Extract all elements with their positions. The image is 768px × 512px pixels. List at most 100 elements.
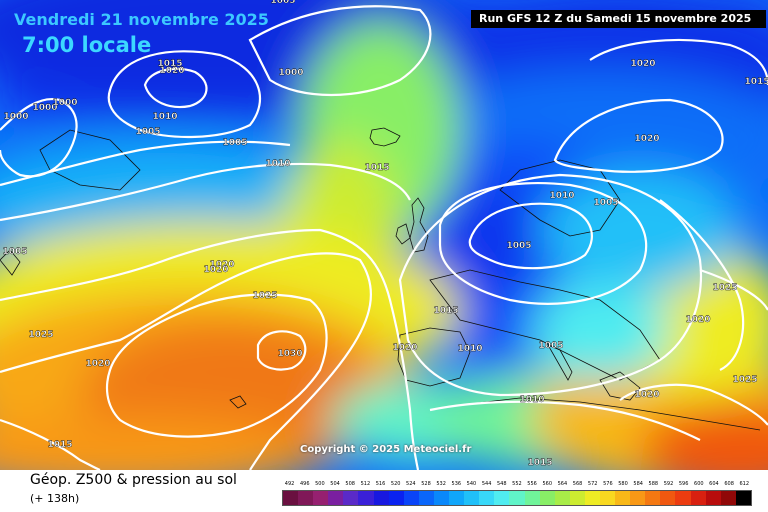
legend-swatch (720, 491, 736, 505)
legend-value: 504 (330, 481, 340, 487)
legend-swatch (358, 491, 374, 505)
legend-value: 520 (390, 481, 401, 487)
legend-swatch (645, 491, 661, 505)
forecast-local-time: 7:00 locale (22, 33, 152, 57)
isobar-pressure-label: 1005 (2, 247, 27, 257)
isobar-1020-east (659, 199, 745, 371)
legend-value: 532 (436, 481, 446, 487)
color-scale-legend: 492 496 500 504 508 512 516 520 524 528 532 536 540 5… (282, 478, 752, 510)
map-title: Géop. Z500 & pression au sol (30, 472, 237, 488)
isobar-pressure-label: 1020 (85, 359, 110, 369)
isobar-pressure-label: 1010 (519, 395, 544, 405)
legend-value: 544 (481, 481, 492, 487)
legend-swatch (464, 491, 480, 505)
legend-swatch (494, 491, 510, 505)
legend-value: 500 (315, 481, 325, 487)
isobar-1000-north (248, 5, 432, 97)
legend-swatch (675, 491, 691, 505)
isobar-pressure-label: 1020 (634, 134, 659, 144)
isobar-pressure-label: 1015 (364, 163, 389, 173)
isobar-1020-south (619, 383, 768, 426)
legend-value: 536 (451, 481, 462, 487)
legend-value: 572 (587, 481, 598, 487)
isobar-pressure-label: 1005 (270, 0, 295, 6)
isobar-1010-atl (0, 162, 411, 222)
isobar-1015-med (429, 400, 701, 441)
azores-outline (229, 395, 247, 409)
legend-value: 588 (648, 481, 659, 487)
legend-swatch (554, 491, 570, 505)
isobar-pressure-label: 1005 (222, 138, 247, 148)
isobar-pressure-label: 1015 (744, 77, 768, 87)
legend-swatch (403, 491, 419, 505)
legend-value: 548 (496, 481, 507, 487)
isobar-1020-azores (0, 252, 372, 470)
legend-value: 492 (284, 481, 295, 487)
isobar-pressure-label: 1020 (685, 315, 710, 325)
legend-swatch (705, 491, 721, 505)
legend-value: 512 (360, 481, 371, 487)
isobar-pressure-label: 1010 (457, 344, 482, 354)
isobar-1020-scand (553, 98, 724, 173)
legend-value: 516 (375, 481, 386, 487)
legend-swatch (539, 491, 555, 505)
forecast-lead-time: (+ 138h) (30, 492, 80, 505)
isobar-pressure-label: 1015 (433, 306, 458, 316)
isobar-1025-azores (105, 293, 328, 438)
isobar-pressure-label: 1020 (392, 343, 417, 353)
legend-swatch (660, 491, 676, 505)
isobar-pressure-label: 1000 (52, 98, 77, 108)
legend-value: 584 (633, 481, 643, 487)
legend-swatch (584, 491, 600, 505)
legend-value: 592 (663, 481, 674, 487)
legend-swatch (735, 491, 751, 505)
legend-swatch (449, 491, 465, 505)
isobar-pressure-label: 1010 (549, 191, 574, 201)
isobar-pressure-label: 1005 (135, 127, 160, 137)
legend-swatch (313, 491, 329, 505)
isobar-pressure-label: 1020 (159, 66, 184, 76)
legend-value: 608 (724, 481, 734, 487)
isobar-pressure-label: 1020 (203, 265, 228, 275)
forecast-date: Vendredi 21 novembre 2025 (14, 10, 269, 29)
legend-labels: 492 496 500 504 508 512 516 520 524 528 532 536 540 5… (282, 478, 752, 490)
legend-color-bar (282, 490, 752, 506)
legend-swatch (630, 491, 646, 505)
legend-swatch (569, 491, 585, 505)
isobar-pressure-label: 1030 (277, 349, 302, 359)
legend-swatch (373, 491, 389, 505)
isobar-pressure-label: 1020 (634, 390, 659, 400)
legend-value: 508 (345, 481, 355, 487)
legend-value: 552 (512, 481, 522, 487)
legend-swatch (343, 491, 359, 505)
isobar-pressure-label: 1015 (527, 458, 552, 468)
isobar-pressure-label: 1005 (538, 341, 563, 351)
italy-outline (547, 344, 573, 381)
legend-value: 496 (299, 481, 310, 487)
map-footer: Géop. Z500 & pression au sol (+ 138h) 49… (0, 470, 768, 512)
isobar-1030-azores (256, 330, 307, 371)
isobar-1010-nsea (438, 182, 648, 305)
legend-value: 524 (406, 481, 416, 487)
legend-value: 528 (421, 481, 431, 487)
legend-value: 580 (618, 481, 628, 487)
isobar-pressure-label: 1025 (712, 283, 737, 293)
legend-value: 612 (739, 481, 750, 487)
britain-outline (409, 197, 429, 253)
isobar-1015-atl (0, 228, 420, 470)
legend-swatch (524, 491, 540, 505)
legend-swatch (509, 491, 525, 505)
legend-value: 556 (527, 481, 537, 487)
isobar-1015-europe (398, 173, 702, 397)
isobar-pressure-label: 1020 (630, 59, 655, 69)
legend-swatch (328, 491, 344, 505)
isobar-1000-green (0, 97, 78, 178)
isobar-pressure-label: 1005 (506, 241, 531, 251)
legend-value: 560 (542, 481, 552, 487)
isobar-layer (0, 5, 768, 470)
copyright-text: Copyright © 2025 Meteociel.fr (300, 444, 472, 455)
isobar-1015-sw (0, 418, 101, 470)
greece-outline (599, 371, 641, 401)
